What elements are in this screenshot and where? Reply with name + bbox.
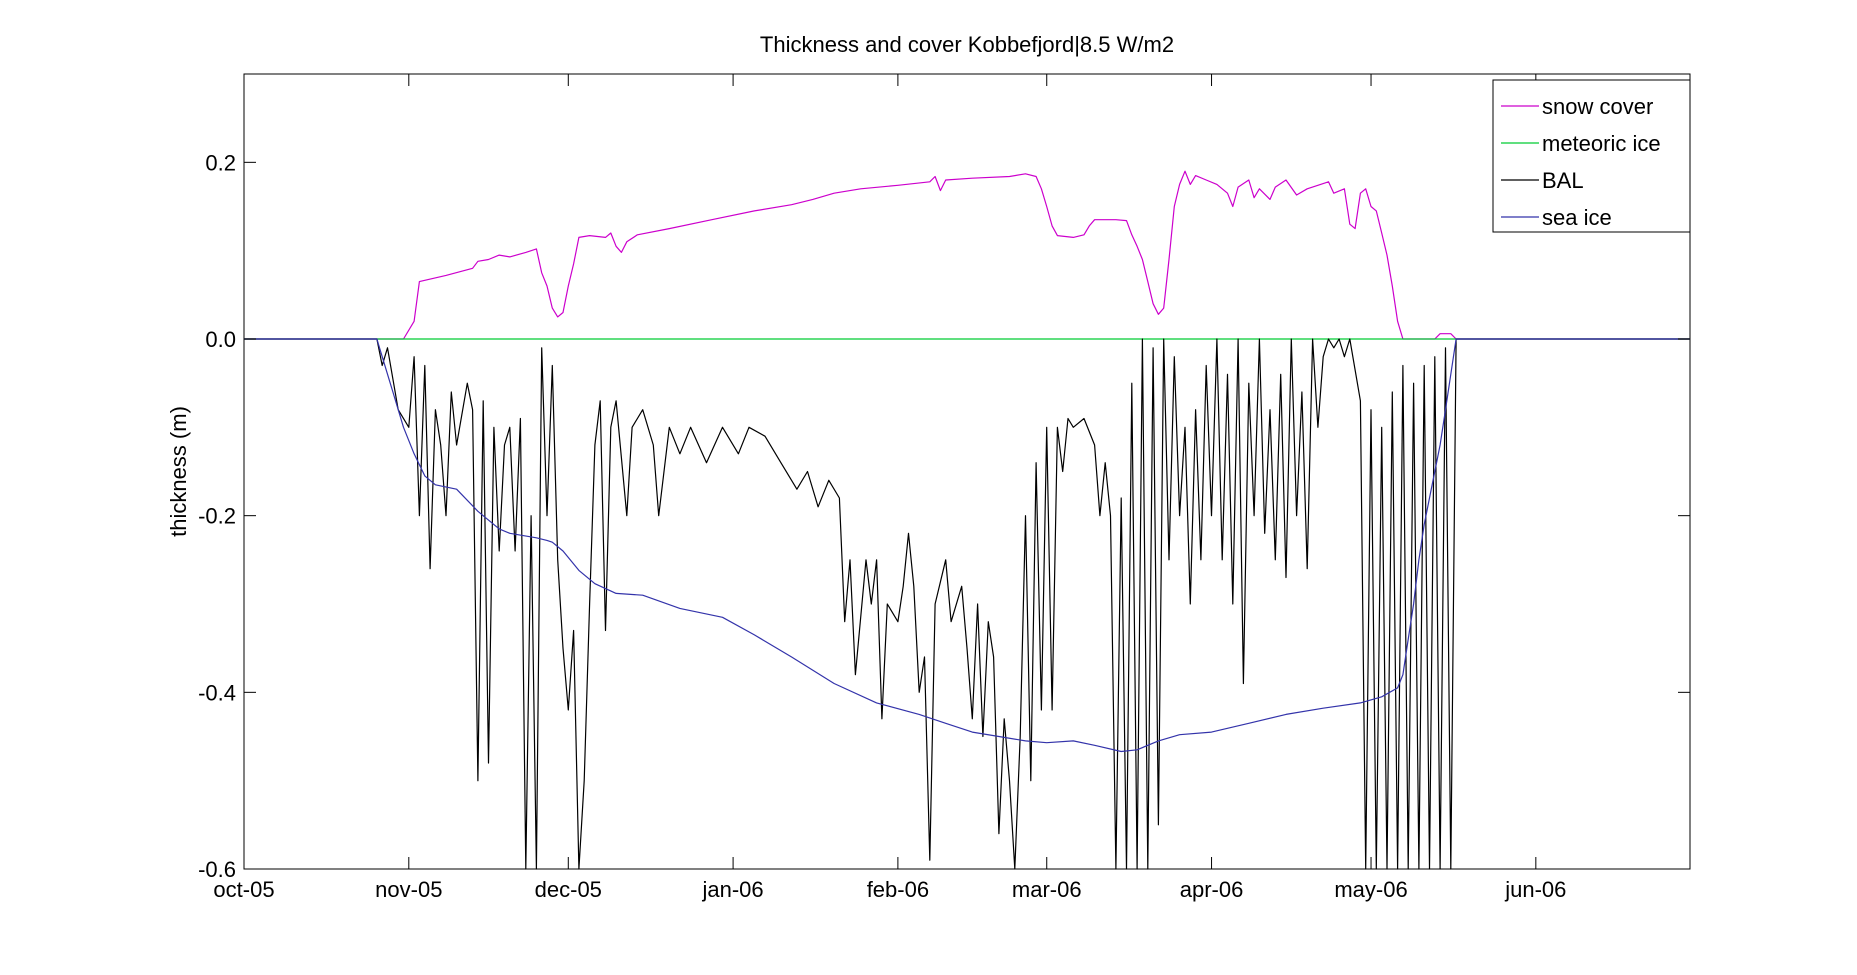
x-tick-label: apr-06 bbox=[1180, 877, 1244, 902]
legend-entry-snow-cover: snow cover bbox=[1542, 94, 1653, 119]
y-axis-label: thickness (m) bbox=[166, 406, 191, 537]
series-line-sea-ice bbox=[244, 338, 1690, 753]
y-tick-label: -0.2 bbox=[198, 504, 236, 529]
x-tick-label: may-06 bbox=[1334, 877, 1407, 902]
x-tick-label: nov-05 bbox=[375, 877, 442, 902]
y-tick-label: -0.6 bbox=[198, 857, 236, 882]
legend-entry-sea-ice: sea ice bbox=[1542, 205, 1612, 230]
series-layer bbox=[244, 170, 1690, 870]
x-tick-label: oct-05 bbox=[213, 877, 274, 902]
legend-entry-bal: BAL bbox=[1542, 168, 1584, 193]
legend-entry-meteoric-ice: meteoric ice bbox=[1542, 131, 1661, 156]
tick-layer: oct-05 nov-05 dec-05 jan-06 feb-06 mar-06 apr-… bbox=[198, 74, 1690, 902]
y-tick-label: 0.0 bbox=[205, 327, 236, 352]
x-tick-label: jan-06 bbox=[702, 877, 764, 902]
y-tick-label: 0.2 bbox=[205, 150, 236, 175]
x-tick-label: feb-06 bbox=[867, 877, 929, 902]
series-line-bal bbox=[244, 338, 1690, 870]
legend-box bbox=[1492, 79, 1691, 233]
legend: snow cover meteoric ice BAL sea ice bbox=[1492, 79, 1691, 233]
x-tick-label: mar-06 bbox=[1012, 877, 1082, 902]
series-line-snow-cover bbox=[244, 170, 1690, 340]
plot-area bbox=[243, 73, 1691, 870]
x-tick-label: dec-05 bbox=[535, 877, 602, 902]
y-tick-label: -0.4 bbox=[198, 680, 236, 705]
chart-title: Thickness and cover Kobbefjord|8.5 W/m2 bbox=[760, 32, 1174, 57]
x-tick-label: jun-06 bbox=[1504, 877, 1566, 902]
